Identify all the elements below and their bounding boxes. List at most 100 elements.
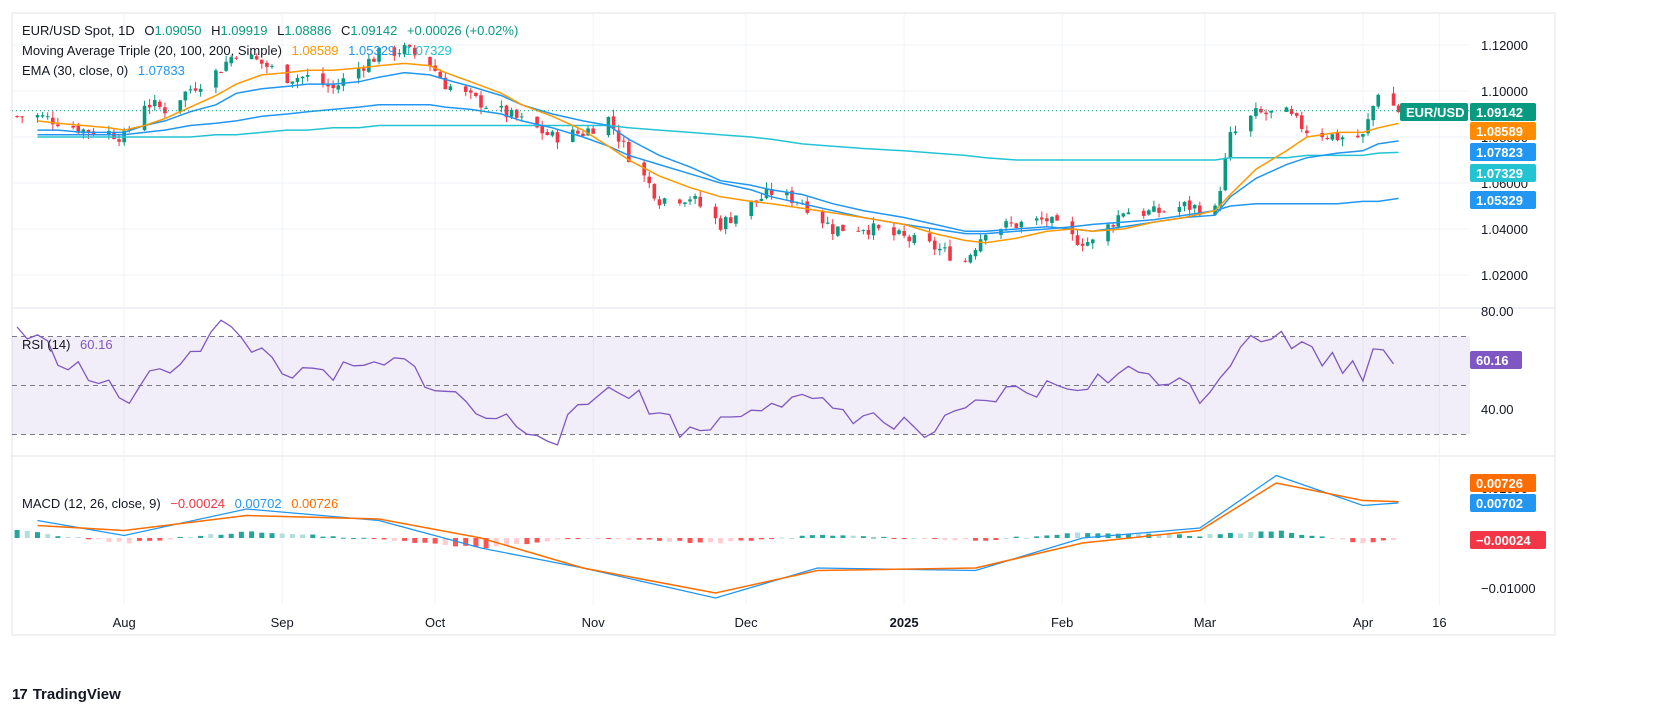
macd-histogram-bar <box>259 532 265 538</box>
candle-body <box>270 65 274 67</box>
candle-body <box>499 105 504 108</box>
candle-body <box>81 129 86 134</box>
macd-histogram-bar <box>840 535 846 538</box>
macd-histogram-bar <box>514 538 520 544</box>
macd-histogram-bar <box>1340 538 1346 540</box>
candle-body <box>1218 191 1223 207</box>
high-label: H <box>211 23 221 38</box>
price-tag <box>1470 191 1536 209</box>
candle-body <box>871 223 876 236</box>
symbol-legend: EUR/USD Spot, 1D O1.09050 H1.09919 L1.08… <box>22 22 524 40</box>
candle-body <box>1264 112 1268 115</box>
candle-body <box>152 100 157 107</box>
candle-body <box>1340 137 1345 140</box>
candle-body <box>570 129 575 143</box>
price-tag <box>1470 122 1536 140</box>
ma20-value: 1.08589 <box>291 43 339 58</box>
price-axis-label: 1.12000 <box>1481 38 1528 53</box>
candle-body <box>616 130 621 142</box>
macd-histogram-bar <box>1085 533 1091 538</box>
tradingview-logo[interactable]: 17 TradingView <box>12 686 121 703</box>
candle-body <box>254 56 259 60</box>
symbol-title: EUR/USD Spot, 1D <box>22 23 135 38</box>
macd-histogram-bar <box>962 538 968 540</box>
candle-body <box>249 54 254 60</box>
candle-body <box>983 234 988 241</box>
candle-body <box>830 224 835 235</box>
macd-histogram-bar <box>656 538 662 541</box>
macd-histogram-bar <box>605 538 611 539</box>
candle-body <box>591 128 595 134</box>
candle-body <box>402 45 407 55</box>
rsi-tag-label: 60.16 <box>1476 353 1509 368</box>
macd-histogram-bar <box>1268 531 1274 538</box>
candle-body <box>1187 200 1192 210</box>
candle-body <box>902 231 906 236</box>
macd-histogram-bar <box>1197 536 1203 538</box>
candle-body <box>448 86 453 91</box>
macd-histogram-bar <box>65 536 71 538</box>
candle-body <box>361 68 366 71</box>
macd-histogram-bar <box>677 538 683 541</box>
low-value: 1.08886 <box>284 23 332 38</box>
macd-histogram-bar <box>1176 534 1182 538</box>
macd-histogram-bar <box>249 531 255 538</box>
macd-histogram-bar <box>75 536 81 538</box>
candle-body <box>295 78 300 82</box>
macd-histogram-bar <box>402 538 408 541</box>
macd-histogram-bar <box>942 538 948 541</box>
candle-body <box>927 233 932 242</box>
macd-histogram-bar <box>1248 531 1254 538</box>
macd-histogram-bar <box>330 536 336 538</box>
ema-value: 1.07833 <box>137 63 185 78</box>
macd-histogram-bar <box>1309 535 1315 538</box>
price-tag <box>1470 164 1536 182</box>
candle-body <box>341 78 346 86</box>
macd-axis-label: −0.01000 <box>1481 581 1536 596</box>
macd-histogram-bar <box>769 538 775 539</box>
rsi-legend-value: 60.16 <box>80 337 113 352</box>
time-axis-label: Aug <box>113 615 136 630</box>
candle-body <box>1299 115 1304 129</box>
candle-body <box>71 125 75 128</box>
macd-line <box>37 474 1399 599</box>
price-tag <box>1470 143 1536 161</box>
macd-histogram-bar <box>1350 538 1356 543</box>
candle-body <box>412 47 417 56</box>
candle-body <box>20 116 24 118</box>
candle-body <box>1254 108 1258 117</box>
macd-hist-value: −0.00024 <box>170 496 225 511</box>
candle-body <box>647 176 652 184</box>
tradingview-logo-icon: 17 <box>12 686 28 703</box>
macd-histogram-bar <box>442 538 448 545</box>
macd-histogram-bar <box>453 538 459 547</box>
macd-histogram-bar <box>85 538 91 540</box>
candle-body <box>1070 221 1075 235</box>
candle-body <box>734 215 738 224</box>
candle-body <box>912 235 917 243</box>
candle-body <box>188 89 193 91</box>
price-tag-label: 1.08589 <box>1476 124 1523 139</box>
candle-body <box>219 71 223 73</box>
candle-body <box>820 211 825 224</box>
price-tag-label: 1.09142 <box>1476 105 1523 120</box>
candle-body <box>723 217 728 230</box>
candle-body <box>372 58 376 62</box>
candle-body <box>678 199 682 204</box>
price-tag-label: 1.05329 <box>1476 193 1523 208</box>
candle-body <box>841 224 845 232</box>
macd-histogram-bar <box>34 532 40 538</box>
candle-body <box>948 246 952 261</box>
rsi-legend-label: RSI (14) <box>22 337 71 352</box>
macd-histogram-bar <box>911 537 917 539</box>
macd-histogram-bar <box>1227 532 1233 538</box>
candle-body <box>1228 132 1233 158</box>
candle-body <box>259 59 264 64</box>
macd-histogram-bar <box>738 538 744 541</box>
candle-body <box>397 53 402 55</box>
candle-body <box>1152 206 1156 212</box>
macd-histogram-bar <box>269 533 275 538</box>
candle-body <box>356 67 361 79</box>
candle-body <box>321 73 325 85</box>
